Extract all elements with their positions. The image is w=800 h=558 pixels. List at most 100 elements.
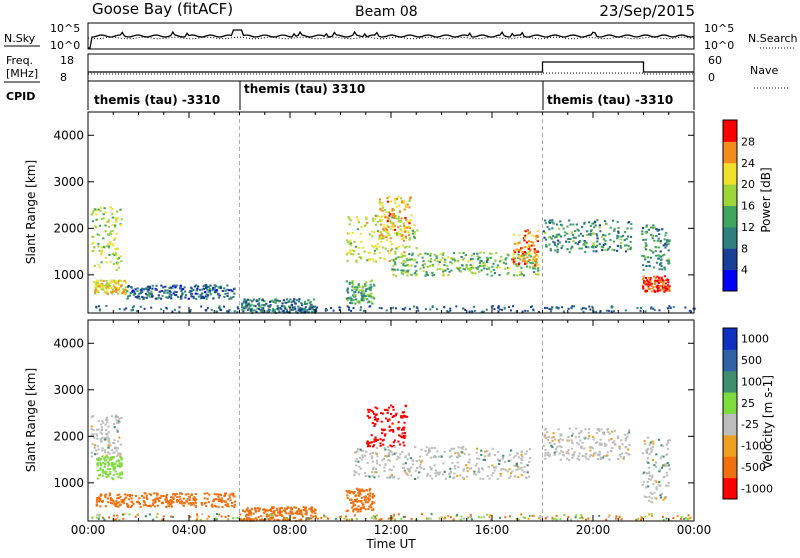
echo-cell: [247, 303, 250, 306]
echo-cell: [359, 257, 363, 260]
echo-cell: [345, 510, 348, 513]
echo-cell: [375, 471, 378, 474]
echo-cell: [494, 259, 497, 262]
echo-cell: [207, 286, 210, 289]
echo-cell: [391, 476, 394, 479]
echo-cell: [657, 286, 660, 289]
echo-cell: [109, 501, 113, 504]
echo-cell: [380, 234, 383, 237]
echo-cell: [96, 289, 99, 292]
echo-cell: [272, 506, 275, 509]
echo-cell: [366, 259, 369, 262]
echo-cell: [517, 476, 520, 479]
echo-cell: [99, 209, 102, 212]
echo-cell: [169, 515, 172, 518]
echo-cell: [658, 481, 661, 484]
echo-cell: [95, 433, 98, 436]
echo-cell: [182, 497, 185, 500]
echo-cell: [268, 300, 272, 303]
echo-cell: [313, 309, 316, 311]
echo-cell: [97, 419, 100, 422]
noise-sky-trace: [88, 29, 695, 49]
echo-cell: [568, 427, 571, 430]
echo-cell: [408, 233, 411, 236]
echo-cell: [395, 205, 398, 208]
echo-cell: [447, 274, 450, 277]
echo-cell: [373, 412, 376, 415]
echo-cell: [392, 405, 395, 408]
echo-cell: [176, 496, 179, 499]
echo-cell: [626, 227, 629, 230]
echo-cell: [115, 254, 118, 257]
echo-cell: [355, 259, 358, 262]
echo-cell: [414, 469, 417, 472]
echo-cell: [304, 306, 307, 309]
echo-cell: [526, 232, 529, 235]
colorbar-swatch: [723, 248, 737, 271]
echo-cell: [548, 228, 551, 231]
echo-cell: [241, 309, 244, 312]
echo-cell: [410, 264, 413, 267]
echo-cell: [447, 256, 450, 259]
echo-cell: [104, 224, 107, 227]
echo-cell: [608, 233, 611, 236]
echo-cell: [288, 513, 291, 516]
echo-cell: [118, 420, 121, 423]
echo-cell: [351, 301, 354, 304]
echo-cell: [378, 518, 381, 521]
echo-cell: [598, 224, 601, 227]
y-tick-label: 2000: [53, 429, 84, 443]
echo-cell: [173, 290, 176, 293]
echo-cell: [119, 495, 122, 498]
echo-cell: [241, 303, 244, 306]
echo-cell: [605, 455, 608, 458]
echo-cell: [95, 284, 98, 287]
echo-cell: [264, 510, 267, 513]
echo-cell: [98, 266, 101, 269]
echo-cell: [226, 498, 229, 501]
echo-cell: [578, 247, 581, 250]
echo-cell: [391, 248, 394, 250]
echo-cell: [179, 287, 182, 290]
echo-cell: [393, 452, 396, 455]
echo-cell: [311, 308, 314, 310]
echo-cell: [514, 454, 517, 457]
echo-cell: [116, 455, 119, 458]
echo-cell: [410, 517, 413, 520]
echo-cell: [348, 518, 351, 521]
echo-cell: [194, 493, 197, 496]
echo-cell: [371, 475, 374, 478]
echo-cell: [478, 457, 481, 460]
echo-cell: [567, 238, 570, 240]
echo-cell: [415, 261, 418, 264]
echo-cell: [578, 452, 581, 455]
echo-cell: [667, 258, 670, 261]
echo-cell: [421, 459, 424, 462]
echo-cell: [386, 455, 389, 458]
echo-cell: [107, 233, 110, 236]
echo-cell: [99, 468, 102, 471]
echo-cell: [667, 464, 670, 467]
echo-cell: [657, 282, 660, 284]
echo-cell: [369, 293, 372, 296]
echo-cell: [415, 273, 419, 276]
echo-cell: [99, 283, 102, 286]
echo-cell: [443, 261, 447, 264]
echo-cell: [392, 408, 395, 411]
echo-cell: [646, 436, 650, 439]
echo-cell: [595, 310, 598, 313]
echo-cell: [430, 467, 433, 470]
echo-cell: [400, 197, 403, 200]
echo-cell: [346, 251, 350, 254]
echo-cell: [499, 266, 502, 269]
echo-cell: [227, 310, 230, 313]
echo-cell: [665, 484, 668, 487]
echo-cell: [275, 299, 278, 302]
echo-cell: [371, 279, 374, 282]
echo-cell: [388, 453, 391, 456]
echo-cell: [358, 490, 362, 493]
echo-cell: [520, 474, 523, 477]
echo-cell: [174, 294, 177, 296]
echo-cell: [371, 258, 374, 261]
echo-cell: [348, 223, 351, 226]
